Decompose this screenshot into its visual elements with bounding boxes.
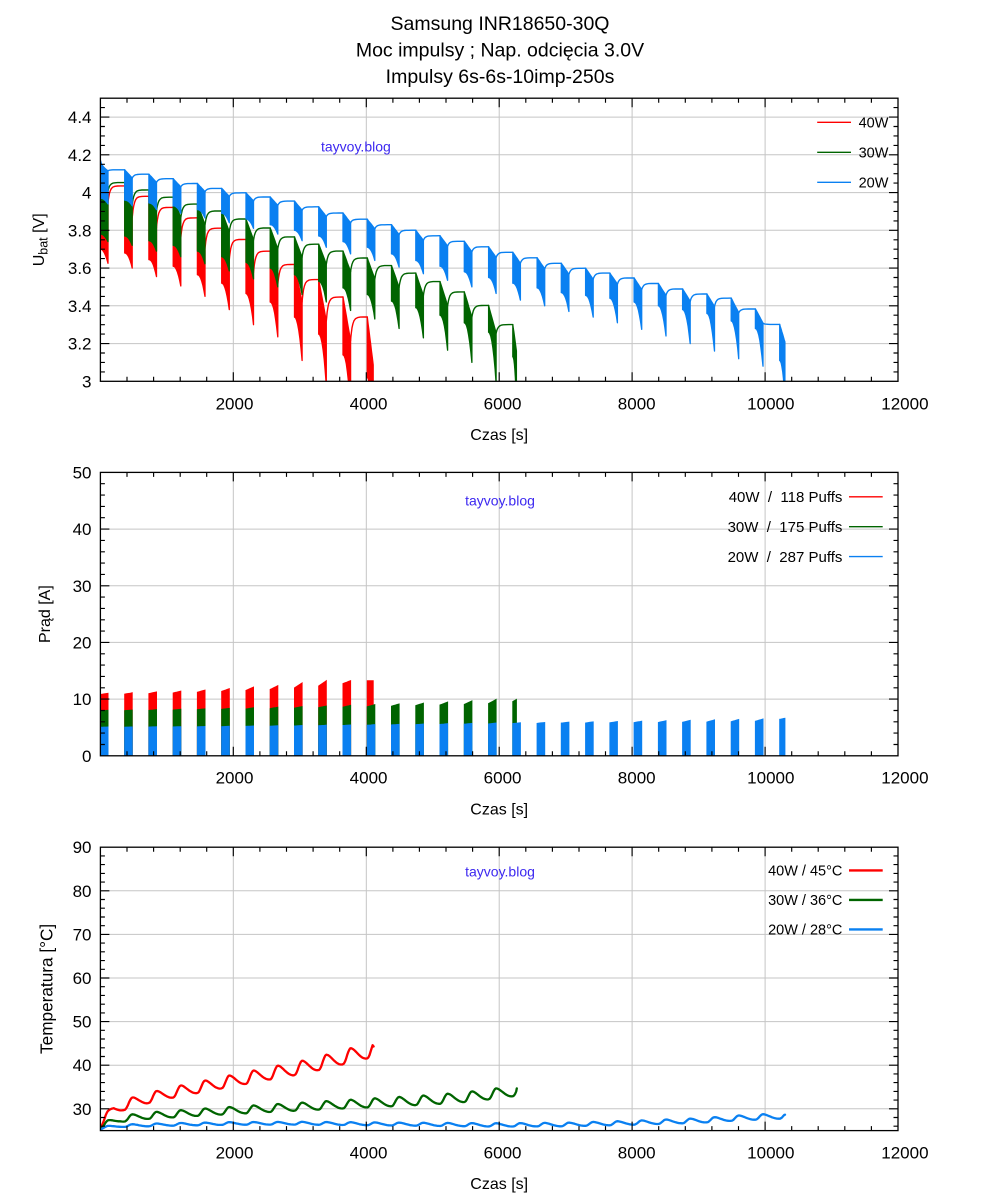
- svg-text:3: 3: [82, 372, 91, 391]
- svg-text:50: 50: [73, 1013, 92, 1032]
- svg-text:20W / 287 Puffs: 20W / 287 Puffs: [728, 549, 843, 566]
- svg-text:4.4: 4.4: [68, 108, 92, 127]
- svg-text:Czas [s]: Czas [s]: [470, 801, 528, 818]
- svg-text:3.2: 3.2: [68, 335, 92, 354]
- svg-text:Czas [s]: Czas [s]: [470, 427, 528, 444]
- svg-text:40: 40: [73, 1056, 92, 1075]
- svg-text:30W / 36°C: 30W / 36°C: [768, 893, 842, 909]
- svg-text:4000: 4000: [350, 394, 388, 413]
- svg-text:2000: 2000: [216, 769, 254, 788]
- svg-text:60: 60: [73, 969, 92, 988]
- svg-text:40: 40: [73, 520, 92, 539]
- svg-text:6000: 6000: [484, 769, 522, 788]
- svg-text:10000: 10000: [747, 394, 794, 413]
- svg-text:30: 30: [73, 1100, 92, 1119]
- svg-text:4000: 4000: [350, 769, 388, 788]
- svg-text:tayvoy.blog: tayvoy.blog: [321, 139, 391, 155]
- svg-text:20W / 28°C: 20W / 28°C: [768, 923, 842, 939]
- svg-text:40W / 45°C: 40W / 45°C: [768, 864, 842, 880]
- svg-text:90: 90: [73, 838, 92, 857]
- svg-text:Czas [s]: Czas [s]: [470, 1176, 528, 1193]
- svg-text:12000: 12000: [881, 394, 928, 413]
- svg-text:Samsung INR18650-30Q: Samsung INR18650-30Q: [391, 13, 610, 35]
- svg-text:40W: 40W: [859, 116, 889, 132]
- svg-text:Temperatura [°C]: Temperatura [°C]: [37, 924, 57, 1054]
- svg-text:Moc impulsy ; Nap. odcięcia 3.: Moc impulsy ; Nap. odcięcia 3.0V: [356, 40, 644, 62]
- svg-text:12000: 12000: [881, 1143, 928, 1162]
- svg-text:3.4: 3.4: [68, 297, 92, 316]
- svg-text:20W: 20W: [859, 176, 889, 192]
- svg-text:2000: 2000: [216, 394, 254, 413]
- svg-text:8000: 8000: [618, 1143, 656, 1162]
- svg-text:4: 4: [82, 184, 91, 203]
- svg-text:20: 20: [73, 633, 92, 652]
- svg-text:tayvoy.blog: tayvoy.blog: [465, 864, 535, 880]
- svg-text:Prąd [A]: Prąd [A]: [37, 585, 54, 643]
- svg-text:Impulsy 6s-6s-10imp-250s: Impulsy 6s-6s-10imp-250s: [386, 66, 615, 88]
- svg-text:6000: 6000: [484, 394, 522, 413]
- svg-text:2000: 2000: [216, 1143, 254, 1162]
- svg-text:30W: 30W: [859, 146, 889, 162]
- svg-text:8000: 8000: [618, 394, 656, 413]
- svg-text:70: 70: [73, 925, 92, 944]
- svg-text:30W / 175 Puffs: 30W / 175 Puffs: [728, 519, 843, 536]
- svg-text:3.8: 3.8: [68, 221, 92, 240]
- svg-text:10: 10: [73, 690, 92, 709]
- svg-text:10000: 10000: [747, 769, 794, 788]
- svg-text:4.2: 4.2: [68, 146, 92, 165]
- svg-text:12000: 12000: [881, 769, 928, 788]
- svg-text:50: 50: [73, 463, 92, 482]
- svg-text:6000: 6000: [484, 1143, 522, 1162]
- svg-text:30: 30: [73, 577, 92, 596]
- svg-text:80: 80: [73, 882, 92, 901]
- svg-text:tayvoy.blog: tayvoy.blog: [465, 493, 535, 509]
- svg-text:0: 0: [82, 747, 91, 766]
- svg-text:10000: 10000: [747, 1143, 794, 1162]
- svg-text:8000: 8000: [618, 769, 656, 788]
- svg-text:Ubat [V]: Ubat [V]: [31, 213, 51, 266]
- svg-text:3.6: 3.6: [68, 259, 92, 278]
- svg-text:40W / 118 Puffs: 40W / 118 Puffs: [729, 489, 843, 506]
- svg-text:4000: 4000: [350, 1143, 388, 1162]
